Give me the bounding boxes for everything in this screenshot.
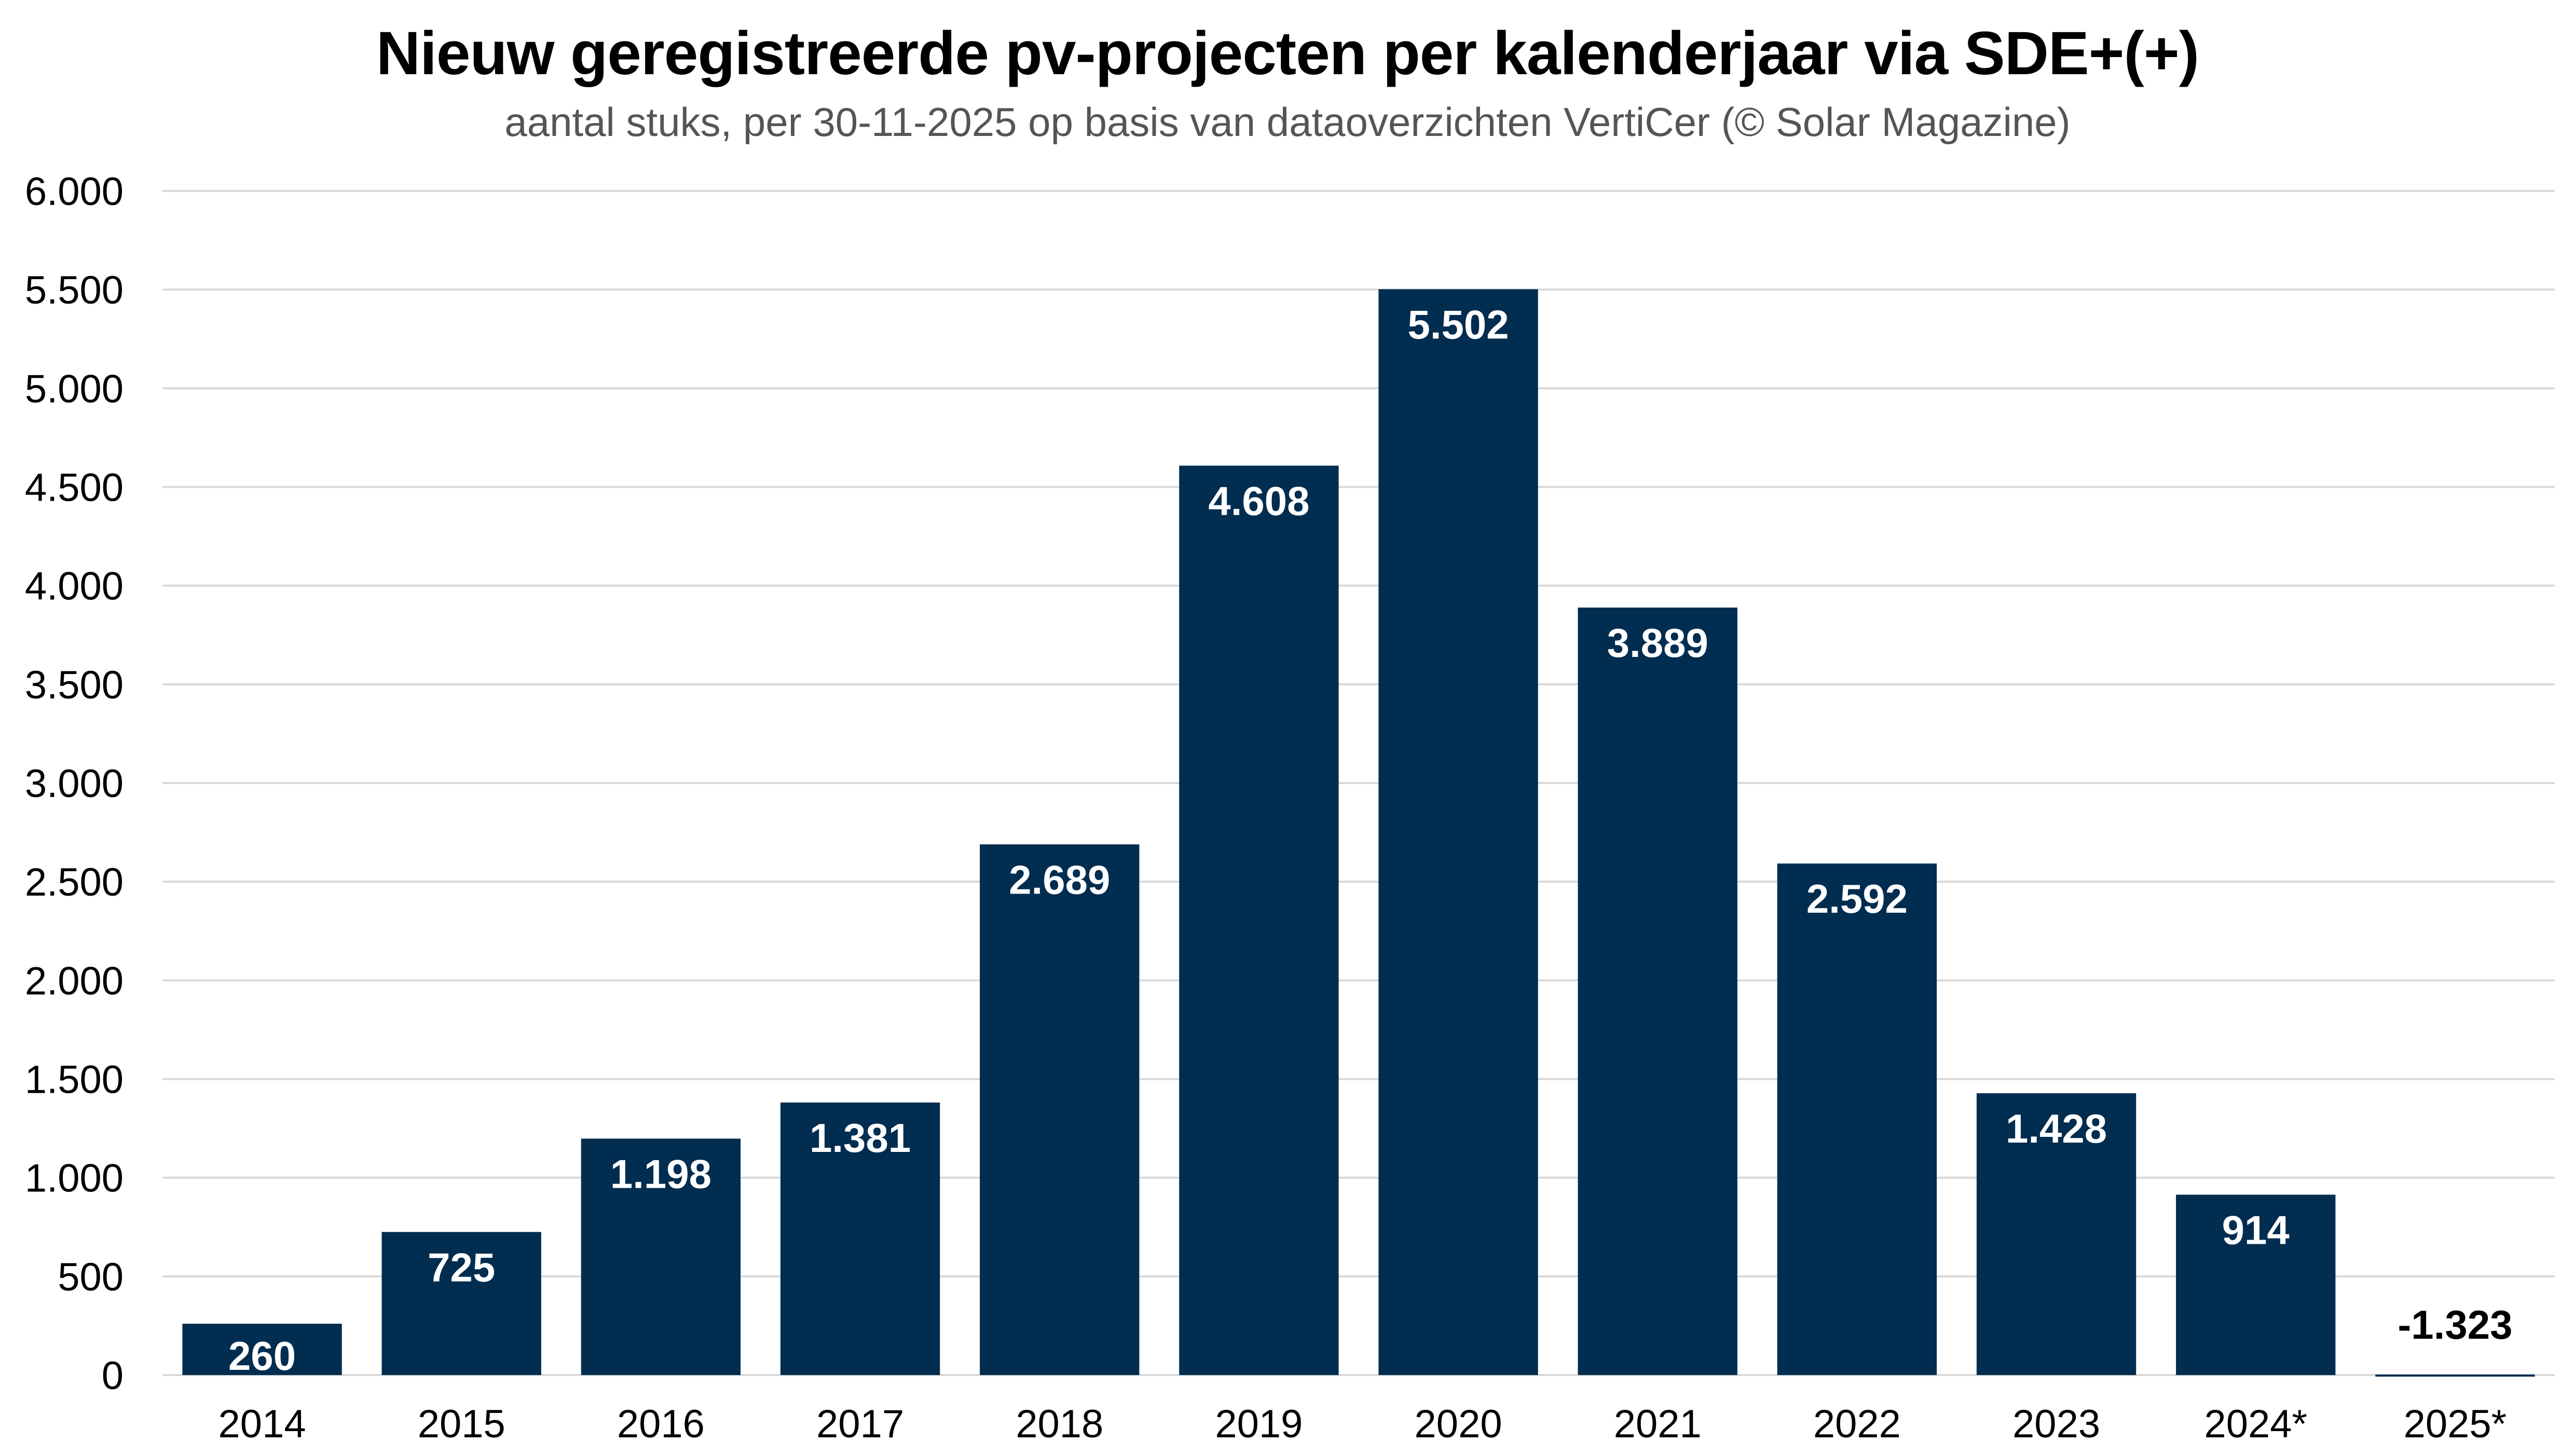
bar-value-label: 5.502 xyxy=(1407,301,1509,347)
bar-value-label: 2.689 xyxy=(1009,857,1110,902)
chart-title: Nieuw geregistreerde pv-projecten per ka… xyxy=(376,19,2199,88)
bar-value-label: 1.428 xyxy=(2006,1106,2107,1151)
y-tick-label: 4.000 xyxy=(25,565,124,609)
bar-2017 xyxy=(780,1102,940,1375)
bar-2015 xyxy=(381,1232,541,1375)
y-tick-label: 4.500 xyxy=(25,466,124,510)
bar-value-label: 914 xyxy=(2222,1207,2290,1253)
x-tick-label: 2025* xyxy=(2404,1402,2507,1446)
y-tick-label: 1.500 xyxy=(25,1058,124,1102)
bar-value-label: 1.198 xyxy=(610,1151,711,1197)
bar-value-label: 260 xyxy=(228,1333,296,1379)
bar-2014 xyxy=(182,1324,342,1375)
bar-value-label: 1.381 xyxy=(810,1115,911,1161)
y-tick-label: 3.000 xyxy=(25,762,124,806)
bar-value-label: 3.889 xyxy=(1607,620,1708,666)
bar-value-label: 4.608 xyxy=(1208,478,1309,524)
bar-2019 xyxy=(1179,465,1339,1375)
x-tick-label: 2015 xyxy=(418,1402,505,1446)
bar-2024 xyxy=(2176,1194,2336,1375)
y-axis: 0 500 1.000 1.500 2.000 2.500 3.000 3.500 4.000 4… xyxy=(25,170,124,1398)
chart-subtitle: aantal stuks, per 30-11-2025 op basis va… xyxy=(504,99,2071,145)
bar-2022 xyxy=(1777,863,1937,1375)
y-tick-label: 1.000 xyxy=(25,1157,124,1201)
x-axis: 2014 2015 2016 2017 2018 2019 2020 2021 2022 2023… xyxy=(218,1402,2507,1446)
bar-value-label: -1.323 xyxy=(2398,1302,2512,1348)
y-tick-label: 5.000 xyxy=(25,367,124,411)
x-tick-label: 2016 xyxy=(617,1402,705,1446)
bar-2025 xyxy=(2375,1375,2535,1377)
y-tick-label: 5.500 xyxy=(25,268,124,312)
bars xyxy=(182,289,2535,1377)
x-tick-label: 2022 xyxy=(1813,1402,1901,1446)
y-tick-label: 2.000 xyxy=(25,959,124,1003)
bar-value-label: 2.592 xyxy=(1806,876,1908,922)
x-tick-label: 2021 xyxy=(1614,1402,1702,1446)
x-tick-label: 2024* xyxy=(2204,1402,2307,1446)
x-tick-label: 2017 xyxy=(816,1402,904,1446)
x-tick-label: 2019 xyxy=(1215,1402,1303,1446)
bar-2018 xyxy=(980,844,1140,1375)
y-tick-label: 0 xyxy=(102,1354,124,1398)
x-tick-label: 2023 xyxy=(2012,1402,2100,1446)
y-tick-label: 500 xyxy=(58,1255,124,1299)
x-tick-label: 2020 xyxy=(1415,1402,1502,1446)
bar-value-labels: 260 725 1.198 1.381 2.689 4.608 5.502 3.889 2.59… xyxy=(228,301,2512,1379)
x-tick-label: 2018 xyxy=(1016,1402,1103,1446)
y-tick-label: 6.000 xyxy=(25,170,124,214)
y-tick-label: 3.500 xyxy=(25,663,124,707)
gridlines xyxy=(162,190,2555,1376)
bar-value-label: 725 xyxy=(428,1244,495,1290)
bar-2023 xyxy=(1976,1093,2136,1375)
x-tick-label: 2014 xyxy=(218,1402,306,1446)
bar-2021 xyxy=(1578,607,1737,1375)
y-tick-label: 2.500 xyxy=(25,860,124,904)
bar-2016 xyxy=(581,1138,741,1375)
bar-2020 xyxy=(1378,289,1538,1375)
